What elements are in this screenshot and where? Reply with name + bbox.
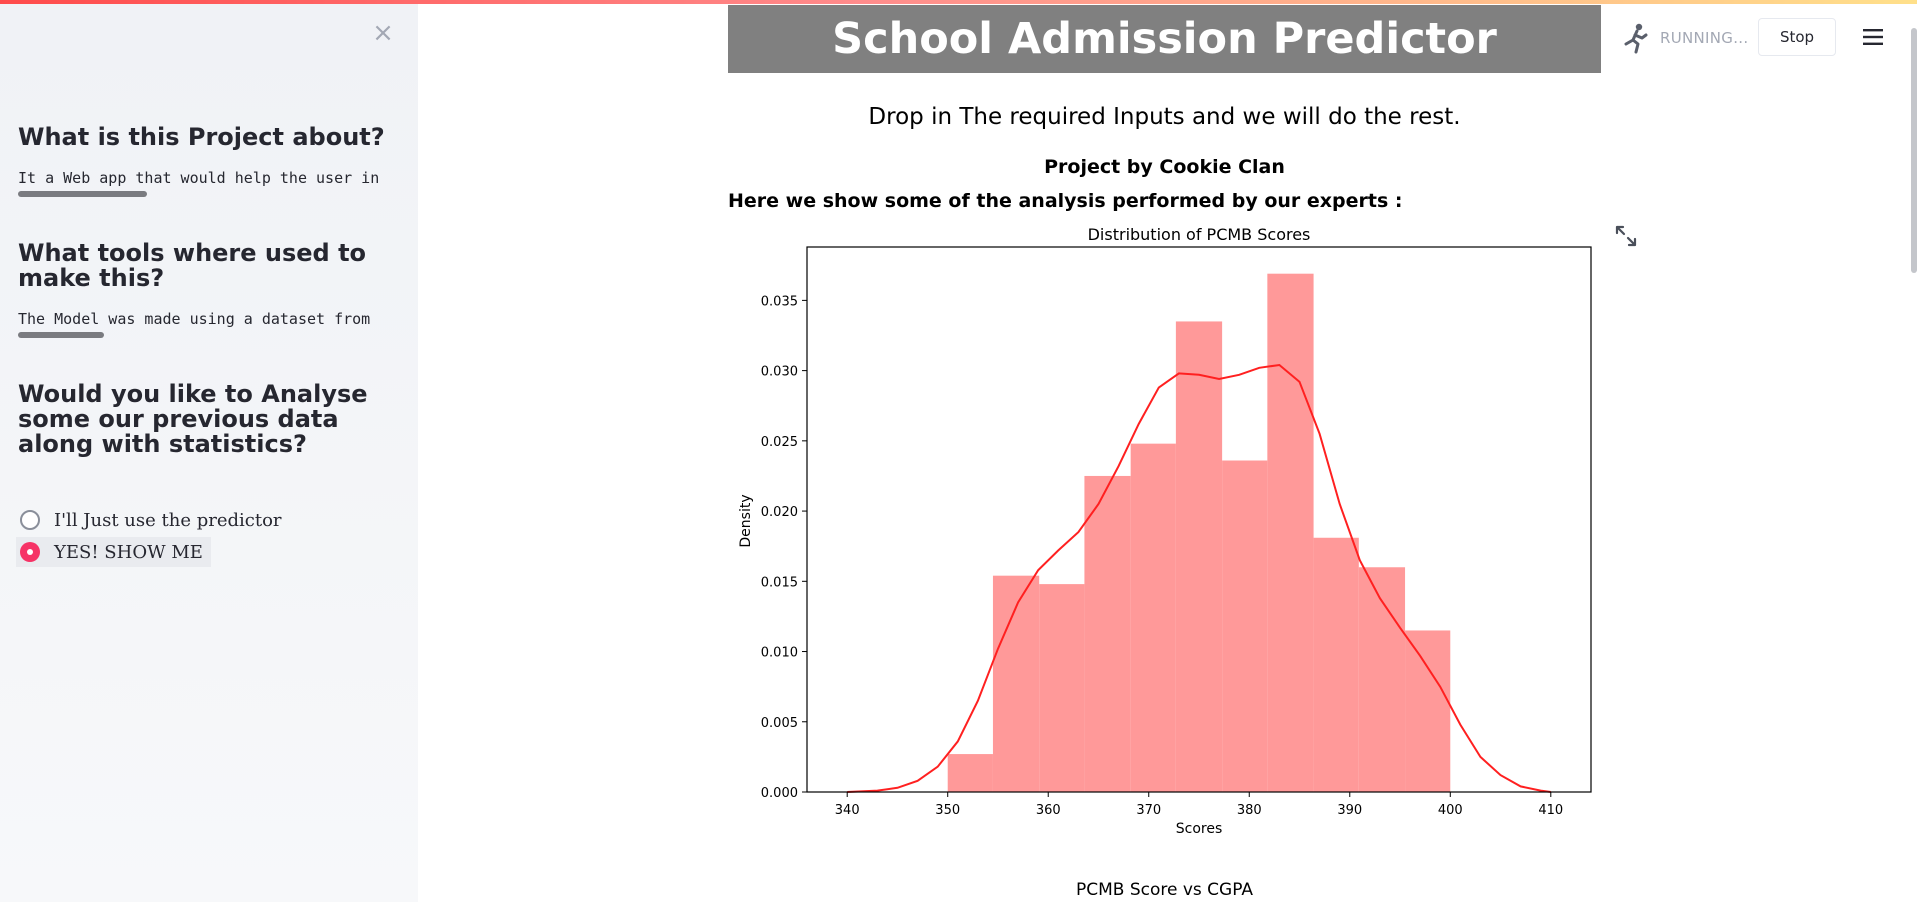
radio-selected-icon[interactable] (20, 542, 40, 562)
chart-title: Distribution of PCMB Scores (1088, 225, 1311, 244)
sidebar-question: Would you like to Analyse some our previ… (18, 380, 368, 458)
sidebar-about-code: It a Web app that would help the user in (18, 169, 380, 187)
plot-frame (806, 246, 1592, 793)
y-tick-label-4: 0.020 (761, 505, 798, 520)
stop-button[interactable]: Stop (1758, 18, 1836, 56)
y-tick-label-1: 0.005 (761, 716, 798, 731)
pcmb-distribution-chart: Distribution of PCMB Scores 340 350 360 370… (738, 225, 1592, 837)
x-tick-label-6: 400 (1438, 803, 1463, 818)
x-tick-label-2: 360 (1036, 803, 1061, 818)
y-tick-label-6: 0.030 (761, 365, 798, 380)
x-tick-label-3: 370 (1136, 803, 1161, 818)
running-status: RUNNING... (1622, 20, 1748, 56)
radio-unselected-icon[interactable] (20, 510, 40, 530)
histogram-bar-5 (1175, 321, 1223, 792)
x-tick-label-0: 340 (835, 803, 860, 818)
page-scrollbar[interactable] (1911, 28, 1917, 273)
axes: 340 350 360 370 380 390 400 410 0.000 0.005 0.010 0… (761, 246, 1592, 818)
histogram-bar-10 (1405, 630, 1451, 792)
hamburger-menu-icon[interactable] (1860, 24, 1886, 50)
histogram-bar-1 (992, 575, 1040, 792)
sidebar: × What is this Project about? It a Web a… (0, 0, 418, 902)
histogram-bar-0 (947, 754, 993, 792)
close-icon[interactable]: × (372, 18, 394, 48)
sidebar-heading-tools: What tools where used to make this? (18, 239, 367, 292)
y-tick-label-0: 0.000 (761, 786, 798, 801)
radio-option-show-me[interactable]: YES! SHOW ME (16, 537, 211, 567)
kde-line (847, 363, 1551, 793)
histogram-bar-7 (1267, 273, 1314, 793)
x-tick-label-1: 350 (935, 803, 960, 818)
running-man-icon (1624, 23, 1648, 54)
kde-curve-group (847, 363, 1551, 793)
subtitle: Drop in The required Inputs and we will … (868, 104, 1461, 130)
x-axis-label: Scores (1176, 821, 1223, 837)
x-tick-label-4: 380 (1237, 803, 1262, 818)
histogram-bar-8 (1313, 537, 1359, 792)
analysis-note: Here we show some of the analysis perfor… (728, 190, 1403, 212)
y-tick-label-2: 0.010 (761, 646, 798, 661)
sidebar-tools-scrollbar[interactable] (18, 332, 104, 338)
x-tick-label-5: 390 (1337, 803, 1362, 818)
fullscreen-expand-icon[interactable] (1614, 224, 1638, 248)
histogram-bars (947, 273, 1451, 793)
histogram-bar-3 (1084, 475, 1131, 792)
next-chart-title: PCMB Score vs CGPA (1075, 880, 1254, 900)
x-tick-label-7: 410 (1538, 803, 1563, 818)
y-tick-label-7: 0.035 (761, 294, 798, 309)
sidebar-tools-code: The Model was made using a dataset from (18, 310, 371, 328)
title-banner: School Admission Predictor (728, 5, 1601, 73)
radio-label: YES! SHOW ME (54, 541, 203, 563)
page-title: School Admission Predictor (832, 14, 1497, 64)
radio-option-predictor[interactable]: I'll Just use the predictor (20, 505, 282, 535)
running-status-text: RUNNING... (1660, 29, 1749, 47)
y-tick-label-3: 0.015 (761, 575, 798, 590)
histogram-bar-6 (1222, 460, 1268, 792)
histogram-bar-4 (1130, 443, 1176, 792)
histogram-bar-2 (1039, 584, 1085, 792)
y-axis-label: Density (738, 494, 754, 547)
radio-label: I'll Just use the predictor (54, 509, 282, 531)
y-tick-label-5: 0.025 (761, 435, 798, 450)
histogram-bar-9 (1358, 567, 1406, 792)
byline: Project by Cookie Clan (1044, 156, 1285, 178)
sidebar-heading-about: What is this Project about? (18, 123, 385, 151)
top-decoration-bar (0, 0, 1917, 4)
sidebar-about-scrollbar[interactable] (18, 191, 147, 197)
